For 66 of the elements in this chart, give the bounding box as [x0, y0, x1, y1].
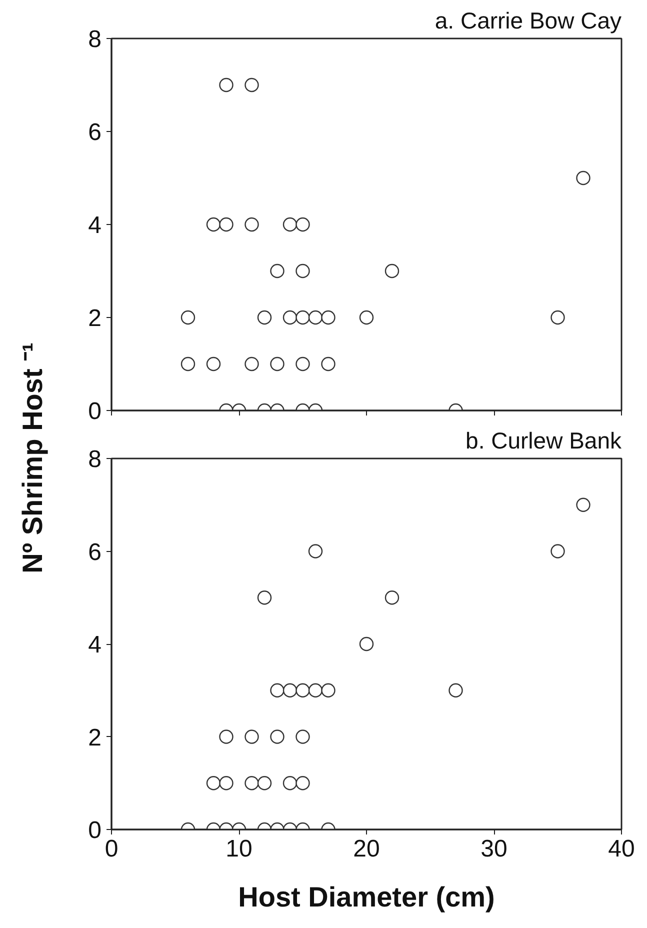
chart-title: b. Curlew Bank — [466, 428, 622, 454]
point — [296, 217, 310, 232]
point — [321, 356, 336, 372]
point — [219, 78, 234, 92]
point — [219, 730, 234, 744]
point — [257, 310, 272, 325]
y-tick-label: 8 — [88, 26, 102, 53]
y-axis-title: Nº Shrimp Host ⁻¹ — [16, 342, 48, 574]
point — [270, 683, 284, 698]
point — [576, 170, 590, 186]
point — [308, 683, 323, 698]
point — [384, 264, 400, 278]
point — [282, 776, 298, 790]
point — [296, 356, 310, 372]
point — [257, 590, 272, 605]
point — [244, 217, 259, 232]
point — [296, 310, 310, 325]
point — [296, 264, 310, 278]
point — [296, 683, 310, 698]
point — [550, 544, 565, 558]
chart-title: a. Carrie Bow Cay — [434, 8, 622, 34]
x-tick-label: 10 — [226, 836, 252, 862]
point — [576, 498, 590, 512]
point — [219, 776, 234, 790]
y-tick-label: 0 — [88, 398, 102, 425]
x-axis-title: Host Diameter (cm) — [238, 882, 495, 912]
y-tick-label: 2 — [88, 305, 102, 332]
y-tick-label: 4 — [88, 212, 102, 239]
point — [448, 683, 463, 698]
point — [308, 310, 323, 325]
y-tick-label: 6 — [88, 538, 102, 566]
point — [384, 590, 400, 605]
y-tick-label: 2 — [88, 724, 102, 752]
point — [359, 310, 374, 325]
point — [359, 636, 374, 652]
y-tick-label: 6 — [88, 119, 102, 146]
point — [282, 217, 298, 232]
point — [308, 544, 323, 558]
x-tick-label: 0 — [104, 836, 118, 862]
x-tick-label: 40 — [608, 836, 635, 862]
point — [321, 310, 336, 325]
point — [296, 776, 310, 790]
point — [257, 776, 272, 790]
point — [180, 310, 196, 325]
y-tick-label: 0 — [88, 817, 102, 844]
x-tick-label: 30 — [480, 836, 508, 862]
point — [321, 683, 336, 698]
y-tick-label: 4 — [88, 632, 102, 658]
point — [550, 310, 565, 325]
point — [206, 356, 221, 372]
point — [206, 776, 221, 790]
point — [244, 776, 259, 790]
point — [219, 217, 234, 232]
point — [282, 310, 298, 325]
point — [270, 264, 284, 278]
point — [270, 356, 284, 372]
point — [270, 730, 284, 744]
point — [244, 730, 259, 744]
point — [180, 356, 196, 372]
point — [244, 356, 259, 372]
point — [244, 78, 259, 92]
x-tick-label: 20 — [353, 836, 380, 862]
point — [296, 730, 310, 744]
y-tick-label: 8 — [88, 446, 102, 473]
point — [206, 217, 221, 232]
point — [282, 683, 298, 698]
